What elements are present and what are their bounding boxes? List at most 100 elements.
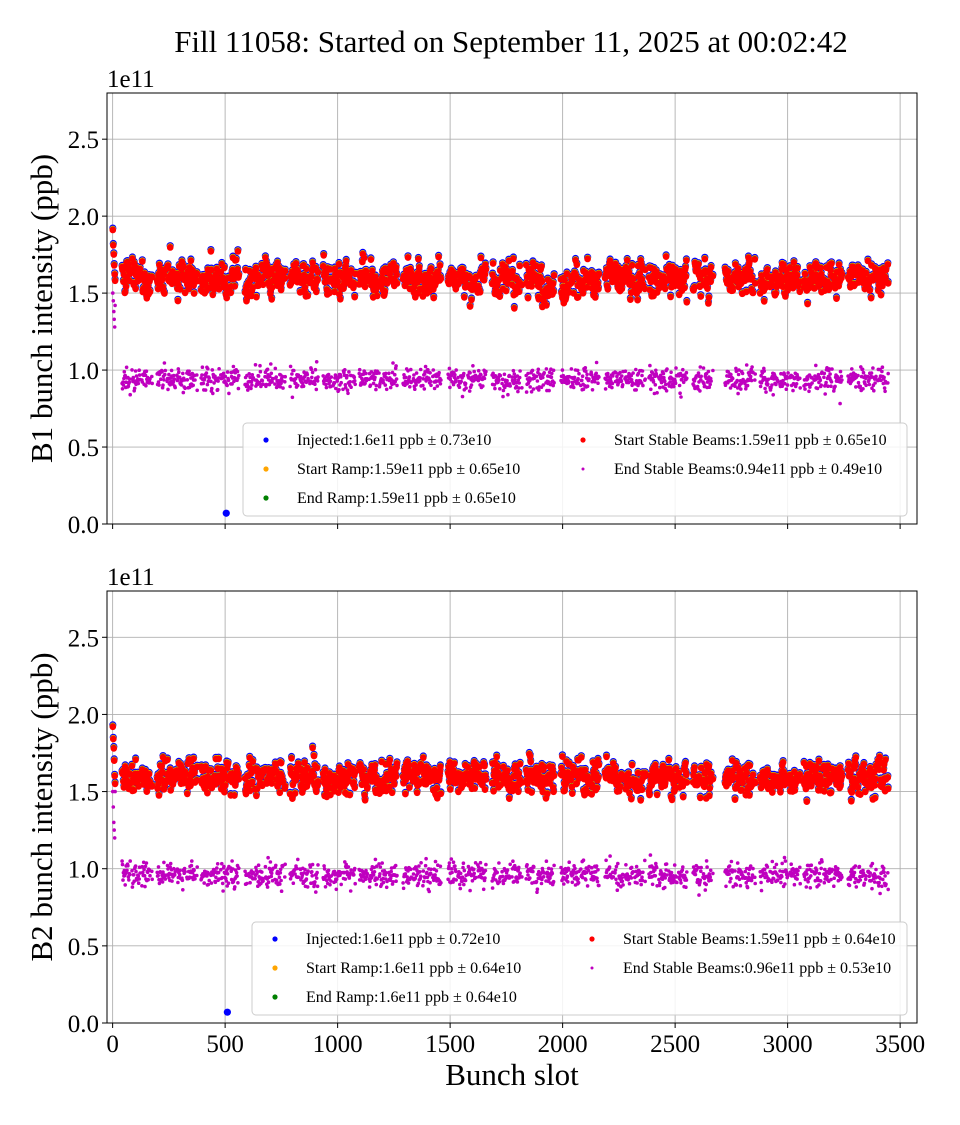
data-point bbox=[369, 268, 376, 275]
data-point bbox=[415, 256, 422, 263]
data-point bbox=[477, 289, 484, 296]
data-point bbox=[308, 274, 315, 281]
data-point bbox=[110, 242, 117, 249]
data-point bbox=[624, 257, 631, 264]
data-point bbox=[682, 265, 689, 272]
data-point bbox=[683, 273, 690, 280]
data-point bbox=[539, 279, 546, 286]
data-point bbox=[393, 272, 400, 279]
data-point bbox=[304, 293, 311, 300]
b1-intensity-plot: 0.00.51.01.52.02.5 1e11 B1 bunch intensi… bbox=[24, 66, 917, 539]
data-point bbox=[516, 263, 523, 270]
data-point bbox=[111, 271, 118, 278]
data-point bbox=[416, 264, 423, 271]
data-point bbox=[235, 248, 242, 255]
data-point bbox=[698, 293, 705, 300]
data-point bbox=[516, 289, 523, 296]
data-point bbox=[232, 283, 239, 290]
data-point bbox=[428, 265, 435, 272]
data-point bbox=[483, 266, 490, 273]
data-point bbox=[435, 268, 442, 275]
data-point bbox=[382, 288, 389, 295]
data-point bbox=[210, 292, 217, 299]
data-point bbox=[368, 256, 375, 263]
data-point bbox=[167, 244, 174, 251]
data-point bbox=[511, 305, 518, 312]
data-point bbox=[147, 289, 154, 296]
data-point bbox=[343, 258, 350, 265]
data-point bbox=[481, 277, 488, 284]
data-point bbox=[461, 294, 468, 301]
data-point bbox=[374, 293, 381, 300]
data-point bbox=[268, 296, 275, 303]
data-point bbox=[497, 293, 504, 300]
data-point bbox=[629, 262, 636, 269]
data-point bbox=[543, 302, 550, 309]
data-point bbox=[165, 262, 172, 269]
data-point bbox=[253, 265, 260, 272]
data-point bbox=[550, 280, 557, 287]
data-point bbox=[191, 290, 198, 297]
data-point bbox=[282, 275, 289, 282]
data-point bbox=[233, 257, 240, 264]
data-point bbox=[525, 295, 532, 302]
data-point bbox=[667, 294, 674, 301]
data-point bbox=[510, 256, 517, 263]
data-point bbox=[605, 286, 612, 293]
data-point bbox=[362, 284, 369, 291]
data-point bbox=[503, 288, 510, 295]
data-point bbox=[221, 265, 228, 272]
data-point bbox=[405, 254, 412, 261]
data-point bbox=[228, 290, 235, 297]
data-point bbox=[208, 248, 215, 255]
data-point bbox=[336, 261, 343, 268]
data-point bbox=[188, 258, 195, 265]
data-point bbox=[112, 278, 119, 285]
data-point bbox=[662, 286, 669, 293]
data-point bbox=[123, 284, 130, 291]
data-point bbox=[110, 227, 117, 234]
data-point bbox=[314, 277, 321, 284]
chart-title: Fill 11058: Started on September 11, 202… bbox=[174, 24, 848, 59]
data-point bbox=[478, 255, 485, 262]
data-point bbox=[551, 272, 558, 279]
data-point bbox=[253, 294, 260, 301]
data-point bbox=[282, 268, 289, 275]
data-point bbox=[683, 257, 690, 264]
data-point bbox=[337, 296, 344, 303]
data-point bbox=[596, 271, 603, 278]
data-point bbox=[303, 266, 310, 273]
data-point bbox=[111, 251, 118, 258]
data-point bbox=[139, 258, 146, 265]
data-point bbox=[550, 289, 557, 296]
data-point bbox=[132, 286, 139, 293]
data-point bbox=[468, 297, 475, 304]
data-point bbox=[702, 256, 709, 263]
data-point bbox=[684, 299, 691, 306]
data-point bbox=[175, 298, 182, 305]
data-point bbox=[234, 266, 241, 273]
data-point bbox=[293, 260, 300, 267]
data-point bbox=[595, 286, 602, 293]
data-point bbox=[320, 252, 327, 259]
data-point bbox=[435, 254, 442, 261]
data-point bbox=[574, 262, 581, 269]
data-point bbox=[351, 294, 358, 301]
data-point bbox=[315, 269, 322, 276]
data-point bbox=[538, 263, 545, 270]
outlier-point bbox=[223, 510, 230, 517]
data-point bbox=[180, 264, 187, 271]
data-point bbox=[695, 261, 702, 268]
data-point bbox=[430, 295, 437, 302]
data-point bbox=[467, 303, 474, 310]
data-point bbox=[313, 289, 320, 296]
data-point bbox=[627, 296, 634, 303]
data-point bbox=[681, 285, 688, 292]
data-point bbox=[361, 255, 368, 262]
data-point bbox=[393, 264, 400, 271]
data-point bbox=[223, 295, 230, 302]
data-point bbox=[111, 262, 118, 269]
data-point bbox=[584, 256, 591, 263]
data-point bbox=[490, 260, 497, 267]
data-point bbox=[394, 280, 401, 287]
